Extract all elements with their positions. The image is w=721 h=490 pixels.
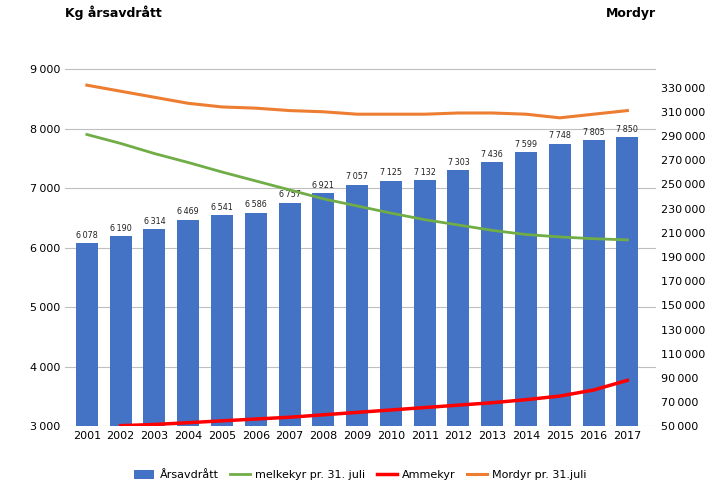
- Bar: [346, 185, 368, 490]
- Bar: [278, 202, 301, 490]
- Ammekyr: [488, 400, 497, 406]
- Line: melkekyr pr. 31. juli: melkekyr pr. 31. juli: [87, 134, 627, 240]
- Text: 6 078: 6 078: [76, 231, 98, 240]
- Mordyr pr. 31.juli: [319, 109, 327, 115]
- Bar: [143, 229, 165, 490]
- Mordyr pr. 31.juli: [589, 111, 598, 117]
- Text: 7 132: 7 132: [414, 168, 435, 177]
- Ammekyr: [150, 421, 159, 427]
- Mordyr pr. 31.juli: [454, 110, 463, 116]
- Text: 7 599: 7 599: [515, 140, 537, 149]
- melkekyr pr. 31. juli: [319, 196, 327, 202]
- Bar: [549, 144, 571, 490]
- Ammekyr: [623, 377, 632, 383]
- melkekyr pr. 31. juli: [555, 234, 564, 240]
- Ammekyr: [286, 414, 294, 420]
- Mordyr pr. 31.juli: [184, 100, 193, 106]
- Bar: [312, 193, 335, 490]
- Text: Mordyr: Mordyr: [606, 7, 656, 20]
- Text: 7 748: 7 748: [549, 131, 571, 140]
- Ammekyr: [218, 418, 226, 424]
- Ammekyr: [319, 412, 327, 418]
- Text: 7 850: 7 850: [616, 125, 638, 134]
- Mordyr pr. 31.juli: [386, 111, 395, 117]
- Ammekyr: [555, 393, 564, 399]
- melkekyr pr. 31. juli: [420, 217, 429, 222]
- Line: Ammekyr: Ammekyr: [120, 380, 627, 426]
- Bar: [110, 236, 132, 490]
- Ammekyr: [386, 407, 395, 413]
- Ammekyr: [522, 397, 531, 403]
- Mordyr pr. 31.juli: [420, 111, 429, 117]
- Text: 6 586: 6 586: [245, 200, 267, 209]
- Mordyr pr. 31.juli: [218, 104, 226, 110]
- melkekyr pr. 31. juli: [252, 178, 260, 184]
- Text: 6 469: 6 469: [177, 207, 199, 217]
- Text: 7 125: 7 125: [380, 169, 402, 177]
- melkekyr pr. 31. juli: [488, 227, 497, 233]
- melkekyr pr. 31. juli: [150, 150, 159, 156]
- melkekyr pr. 31. juli: [589, 236, 598, 242]
- Bar: [583, 140, 605, 490]
- Mordyr pr. 31.juli: [116, 88, 125, 94]
- Bar: [482, 162, 503, 490]
- Text: 6 190: 6 190: [110, 224, 131, 233]
- Bar: [414, 180, 435, 490]
- melkekyr pr. 31. juli: [522, 232, 531, 238]
- Text: 6 921: 6 921: [312, 180, 335, 190]
- Mordyr pr. 31.juli: [623, 108, 632, 114]
- Text: 6 541: 6 541: [211, 203, 233, 212]
- Ammekyr: [454, 402, 463, 408]
- melkekyr pr. 31. juli: [218, 169, 226, 175]
- Text: Kg årsavdrått: Kg årsavdrått: [65, 5, 162, 20]
- Bar: [380, 181, 402, 490]
- Text: 7 436: 7 436: [482, 150, 503, 159]
- melkekyr pr. 31. juli: [353, 203, 361, 209]
- Legend: Årsavdrått, melkekyr pr. 31. juli, Ammekyr, Mordyr pr. 31.juli: Årsavdrått, melkekyr pr. 31. juli, Ammek…: [130, 465, 591, 485]
- Ammekyr: [252, 416, 260, 422]
- melkekyr pr. 31. juli: [286, 187, 294, 193]
- Text: 6 757: 6 757: [278, 190, 301, 199]
- Ammekyr: [184, 420, 193, 426]
- Mordyr pr. 31.juli: [82, 82, 91, 88]
- Mordyr pr. 31.juli: [150, 94, 159, 100]
- Mordyr pr. 31.juli: [522, 111, 531, 117]
- melkekyr pr. 31. juli: [184, 160, 193, 166]
- Bar: [515, 152, 537, 490]
- Text: 7 057: 7 057: [346, 172, 368, 181]
- Ammekyr: [116, 423, 125, 429]
- Bar: [76, 243, 98, 490]
- Mordyr pr. 31.juli: [353, 111, 361, 117]
- melkekyr pr. 31. juli: [454, 222, 463, 228]
- Mordyr pr. 31.juli: [252, 105, 260, 111]
- melkekyr pr. 31. juli: [82, 131, 91, 137]
- Text: 7 805: 7 805: [583, 128, 604, 137]
- Text: 7 303: 7 303: [448, 158, 469, 167]
- Text: 6 314: 6 314: [143, 217, 165, 226]
- Bar: [211, 216, 233, 490]
- Ammekyr: [420, 405, 429, 411]
- Mordyr pr. 31.juli: [286, 108, 294, 114]
- Bar: [448, 170, 469, 490]
- Line: Mordyr pr. 31.juli: Mordyr pr. 31.juli: [87, 85, 627, 118]
- Ammekyr: [589, 387, 598, 393]
- Bar: [177, 220, 199, 490]
- melkekyr pr. 31. juli: [116, 141, 125, 147]
- Ammekyr: [353, 410, 361, 416]
- Mordyr pr. 31.juli: [488, 110, 497, 116]
- Mordyr pr. 31.juli: [555, 115, 564, 121]
- Bar: [245, 213, 267, 490]
- melkekyr pr. 31. juli: [623, 237, 632, 243]
- Bar: [616, 138, 638, 490]
- melkekyr pr. 31. juli: [386, 210, 395, 216]
